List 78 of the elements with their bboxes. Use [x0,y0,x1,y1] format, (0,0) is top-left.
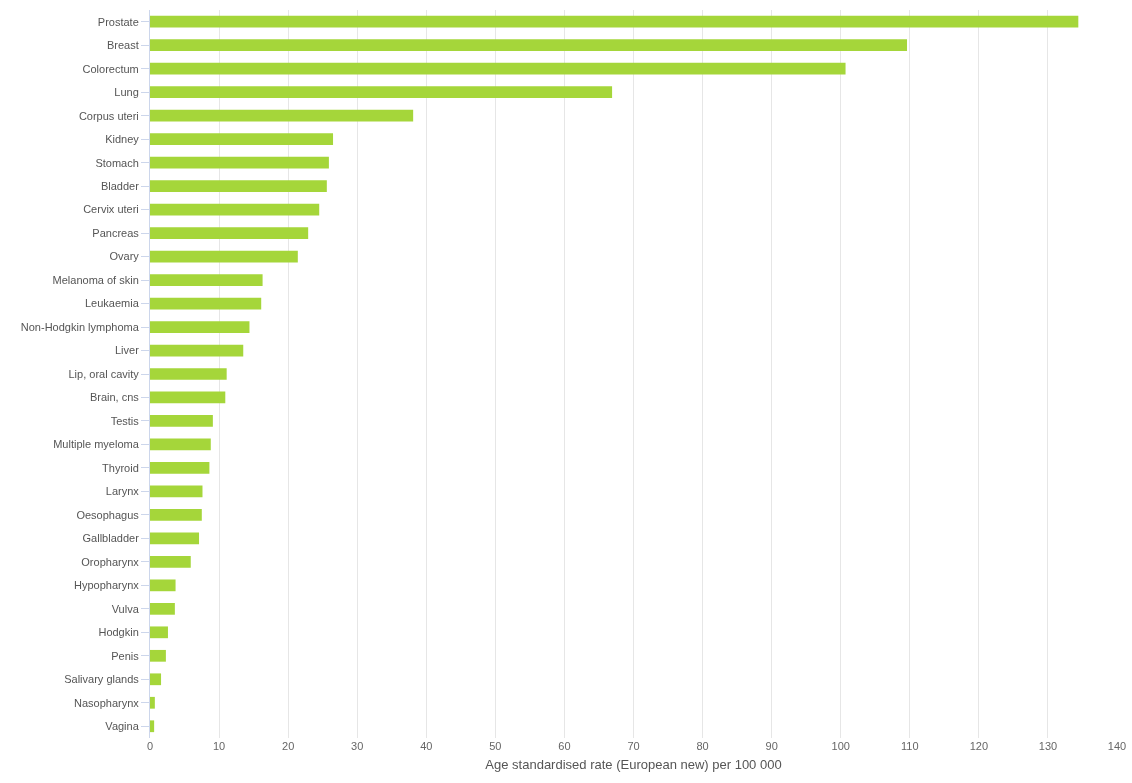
bar [150,62,846,75]
bar [150,368,227,380]
bar [150,438,211,451]
bar [150,15,1079,28]
bar [150,415,213,427]
bar [150,156,329,169]
y-tick-label: Liver [114,344,140,357]
x-tick-label: 60 [558,740,571,752]
x-tick-label: 100 [831,740,850,752]
y-tick-label: Pancreas [92,226,140,239]
bar [150,556,191,568]
x-tick-label: 10 [212,740,226,752]
y-tick-label: Cervix uteri [83,203,139,216]
y-tick-label: Thyroid [102,461,139,474]
bar [150,180,327,192]
bar [150,321,250,333]
bar [150,250,298,263]
x-axis-title: Age standardised rate (European new) per 100 000 [485,756,782,772]
y-tick-label: Corpus uteri [78,109,139,122]
x-tick-label: 40 [420,740,433,752]
x-tick-label: 140 [1107,740,1127,752]
y-tick-label: Nasopharynx [73,696,140,709]
y-tick-label: Testis [110,414,140,427]
x-tick-label: 20 [282,740,295,752]
bar [150,133,334,146]
bar [150,109,414,122]
y-tick-label: Melanoma of skin [52,273,139,286]
x-tick-label: 110 [901,740,919,752]
bar [150,509,202,521]
y-tick-label: Colorectum [82,62,139,75]
x-tick-label: 50 [489,740,502,752]
x-tick-label: 120 [969,740,989,752]
y-tick-label: Stomach [95,156,139,169]
bar [150,649,166,662]
bar [150,227,309,239]
y-tick-label: Penis [111,649,140,662]
x-tick-label: 130 [1038,740,1058,752]
bar [150,532,200,545]
bar [150,485,203,498]
bar [150,391,226,404]
bar [150,696,155,709]
bar [150,344,244,357]
y-tick-label: Vulva [111,602,140,615]
x-tick-label: 70 [627,740,640,752]
y-tick-label: Non-Hodgkin lymphoma [20,320,140,333]
bar [150,462,210,474]
y-tick-label: Multiple myeloma [53,438,140,451]
y-tick-label: Leukaemia [84,297,140,310]
y-tick-label: Oesophagus [76,508,140,521]
x-tick-label: 90 [765,740,778,752]
x-tick-label: 0 [146,740,154,752]
bar [150,203,320,216]
bar [150,86,613,99]
y-tick-label: Bladder [100,179,140,192]
y-tick-label: Vagina [105,720,140,733]
y-tick-label: Lung [114,86,139,99]
bar [150,579,176,592]
bar [150,673,162,686]
y-tick-label: Gallbladder [82,532,140,545]
x-tick-label: 80 [696,740,709,752]
bar [150,39,908,52]
y-tick-label: Lip, oral cavity [68,367,140,380]
y-tick-label: Oropharynx [81,555,140,568]
y-tick-label: Hodgkin [98,626,139,639]
y-tick-label: Salivary glands [64,673,140,686]
y-tick-label: Larynx [105,485,140,498]
y-tick-label: Hypopharynx [73,579,140,592]
y-tick-label: Prostate [97,15,139,28]
bar [150,720,155,733]
bar [150,626,168,639]
bar [150,297,262,310]
y-tick-label: Breast [107,39,139,52]
y-tick-label: Kidney [105,133,140,146]
bar [150,602,175,615]
bar [150,274,263,286]
y-tick-label: Brain, cns [89,391,140,404]
y-tick-label: Ovary [109,250,140,263]
x-tick-label: 30 [351,740,364,752]
